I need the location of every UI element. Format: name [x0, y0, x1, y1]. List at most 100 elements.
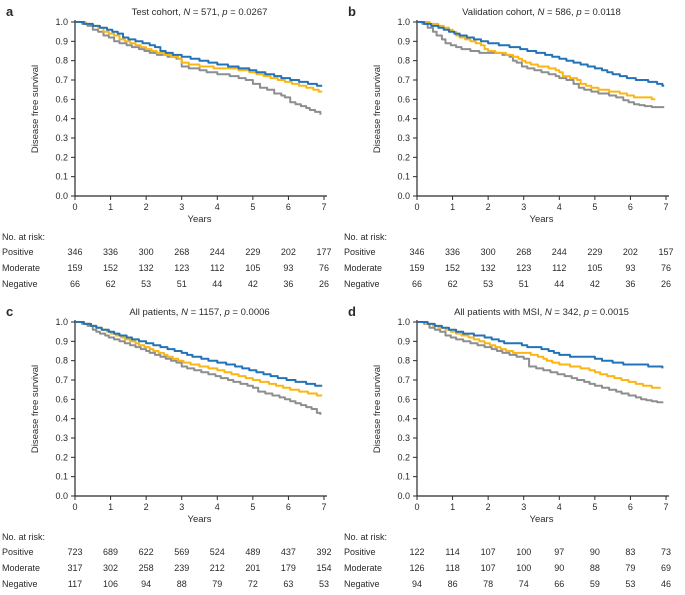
y-tick-label: 1.0	[397, 17, 410, 27]
risk-count: 90	[554, 563, 564, 573]
x-tick-label: 5	[592, 202, 597, 212]
risk-count: 302	[103, 563, 118, 573]
risk-count: 489	[245, 547, 260, 557]
risk-count: 437	[281, 547, 296, 557]
y-tick-label: 0.3	[55, 133, 68, 143]
risk-count: 179	[281, 563, 296, 573]
risk-count: 79	[212, 579, 222, 589]
y-axis-label: Disease free survival	[30, 365, 41, 453]
risk-table-heading: No. at risk:	[344, 532, 387, 542]
risk-count: 229	[245, 247, 260, 257]
y-tick-label: 0.4	[55, 414, 68, 424]
y-tick-label: 0.9	[55, 336, 68, 346]
survival-chart-d: d All patients with MSI, N = 342, p = 0.0…	[344, 304, 671, 589]
risk-count: 26	[319, 279, 329, 289]
risk-count: 76	[319, 263, 329, 273]
risk-row-label-negative: Negative	[344, 579, 380, 589]
risk-count: 72	[248, 579, 258, 589]
x-tick-label: 2	[486, 202, 491, 212]
x-tick-label: 6	[286, 502, 291, 512]
y-tick-label: 0.0	[55, 191, 68, 201]
chart-title: All patients, N = 1157, p = 0.0006	[129, 307, 269, 318]
x-tick-label: 3	[521, 502, 526, 512]
y-tick-label: 0.0	[55, 491, 68, 501]
series-positive-line	[417, 321, 664, 369]
x-tick-label: 4	[557, 502, 562, 512]
y-tick-label: 0.6	[55, 94, 68, 104]
risk-count: 79	[625, 563, 635, 573]
x-tick-label: 2	[486, 502, 491, 512]
risk-count: 76	[661, 263, 671, 273]
risk-count: 114	[445, 547, 459, 557]
risk-count: 53	[625, 579, 635, 589]
y-tick-label: 0.3	[397, 433, 410, 443]
chart-title: All patients with MSI, N = 342, p = 0.00…	[454, 307, 629, 318]
x-tick-label: 3	[521, 202, 526, 212]
risk-count: 123	[174, 263, 189, 273]
series-negative-line	[75, 21, 322, 115]
series-moderate-line	[75, 321, 323, 397]
y-tick-label: 0.7	[397, 75, 410, 85]
risk-count: 88	[177, 579, 187, 589]
y-tick-label: 0.0	[397, 491, 410, 501]
y-tick-label: 0.7	[55, 375, 68, 385]
y-tick-label: 0.8	[55, 356, 68, 366]
x-tick-label: 0	[414, 202, 419, 212]
y-axis-label: Disease free survival	[372, 65, 383, 153]
risk-count: 74	[519, 579, 529, 589]
risk-count: 723	[67, 547, 82, 557]
risk-count: 336	[103, 247, 118, 257]
risk-count: 201	[245, 563, 260, 573]
y-tick-label: 0.2	[55, 452, 68, 462]
risk-count: 26	[661, 279, 671, 289]
risk-count: 112	[210, 263, 224, 273]
y-tick-label: 0.8	[55, 56, 68, 66]
y-tick-label: 0.7	[397, 375, 410, 385]
risk-count: 117	[68, 579, 82, 589]
y-tick-label: 0.9	[397, 36, 410, 46]
risk-count: 63	[283, 579, 293, 589]
chart-title: Test cohort, N = 571, p = 0.0267	[132, 7, 268, 18]
risk-count: 244	[210, 247, 225, 257]
risk-count: 268	[174, 247, 189, 257]
y-axis-label: Disease free survival	[30, 65, 41, 153]
risk-count: 177	[316, 247, 331, 257]
x-axis-label: Years	[188, 214, 212, 225]
series-negative-line	[75, 321, 322, 415]
risk-count: 112	[552, 263, 566, 273]
risk-count: 569	[174, 547, 189, 557]
panel-d: d All patients with MSI, N = 342, p = 0.0…	[342, 300, 685, 589]
x-tick-label: 5	[592, 502, 597, 512]
risk-count: 123	[516, 263, 531, 273]
risk-count: 202	[281, 247, 296, 257]
risk-count: 152	[103, 263, 118, 273]
y-tick-label: 0.6	[397, 94, 410, 104]
risk-count: 66	[554, 579, 564, 589]
risk-count: 689	[103, 547, 118, 557]
risk-row-label-moderate: Moderate	[2, 563, 40, 573]
risk-count: 51	[177, 279, 187, 289]
risk-count: 42	[248, 279, 258, 289]
y-tick-label: 0.3	[55, 433, 68, 443]
x-tick-label: 3	[179, 202, 184, 212]
risk-count: 118	[445, 563, 459, 573]
x-tick-label: 4	[557, 202, 562, 212]
y-tick-label: 0.6	[397, 394, 410, 404]
x-axis-label: Years	[530, 514, 554, 525]
risk-count: 44	[212, 279, 222, 289]
risk-row-label-positive: Positive	[2, 547, 34, 557]
risk-count: 100	[516, 547, 531, 557]
risk-count: 132	[481, 263, 496, 273]
risk-count: 392	[316, 547, 331, 557]
risk-count: 244	[552, 247, 567, 257]
y-tick-label: 0.2	[397, 452, 410, 462]
risk-count: 105	[245, 263, 260, 273]
risk-count: 36	[625, 279, 635, 289]
risk-count: 202	[623, 247, 638, 257]
y-tick-label: 1.0	[55, 317, 68, 327]
risk-count: 44	[554, 279, 564, 289]
series-positive-line	[75, 21, 323, 87]
x-tick-label: 1	[108, 502, 113, 512]
risk-row-label-moderate: Moderate	[2, 263, 40, 273]
panel-label-b: b	[348, 4, 356, 19]
